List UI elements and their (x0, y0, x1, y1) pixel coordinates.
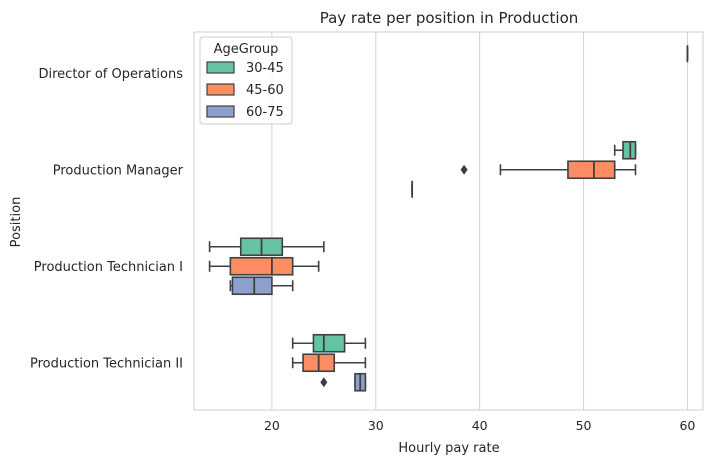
grid-lines (271, 32, 688, 410)
x-tick-label-20: 20 (264, 418, 280, 433)
legend-label-45-60: 45-60 (246, 83, 284, 98)
box-30-45-production-manager (613, 140, 637, 160)
x-tick-label-40: 40 (472, 418, 488, 433)
x-axis-label: Hourly pay rate (398, 441, 499, 456)
box-body (231, 276, 273, 296)
box-45-60-production-manager (460, 160, 637, 180)
legend-swatch-45-60 (206, 83, 235, 96)
legend-frame (199, 36, 293, 125)
legend-label-30-45: 30-45 (246, 61, 284, 76)
y-category-label: Production Technician II (30, 356, 183, 371)
legend-swatch-30-45 (206, 61, 235, 74)
y-category-label: Production Technician I (34, 260, 183, 275)
y-axis-label: Position (9, 197, 24, 248)
x-tick-label-60: 60 (679, 418, 695, 433)
box-60-75-production-technician-ii (354, 372, 367, 392)
box-body (622, 140, 637, 160)
box-30-45-production-technician-i (208, 237, 325, 257)
y-category-label: Production Manager (53, 163, 184, 178)
plot-frame (193, 31, 704, 411)
legend-swatch-60-75 (206, 105, 235, 118)
legend-label-60-75: 60-75 (246, 105, 284, 120)
box-60-75-production-technician-i (229, 276, 294, 296)
box-layer (208, 45, 689, 392)
box-30-45-production-technician-ii (291, 333, 367, 353)
box-body (229, 256, 294, 276)
legend: AgeGroup 30-45 45-60 60-75 (199, 36, 293, 125)
x-tick-label-30: 30 (368, 418, 384, 433)
box-body (312, 333, 346, 353)
box-45-60-production-technician-i (208, 256, 320, 276)
y-category-labels: Director of Operations Production Manager… (30, 67, 184, 372)
x-tick-label-50: 50 (576, 418, 592, 433)
y-category-label: Director of Operations (39, 67, 184, 82)
x-tick-labels: 20 30 40 50 60 (264, 418, 695, 433)
box-body (567, 160, 616, 180)
outlier-point (460, 164, 468, 175)
legend-title: AgeGroup (214, 42, 279, 57)
chart-title: Pay rate per position in Production (320, 9, 579, 27)
box-45-60-production-technician-ii (291, 353, 367, 388)
outlier-point (320, 377, 328, 388)
